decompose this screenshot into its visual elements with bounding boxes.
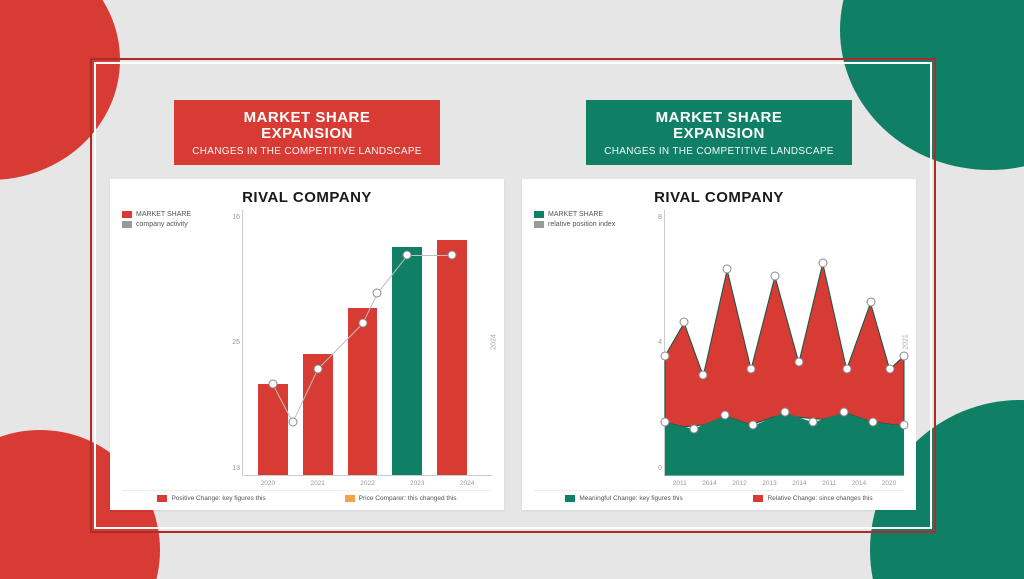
- area-bottom-marker: [840, 407, 849, 416]
- area-top-marker: [900, 351, 909, 360]
- left-tag-line1: MARKET SHARE EXPANSION: [192, 110, 422, 142]
- area-top-marker: [770, 271, 779, 280]
- y-tick: 16: [232, 214, 240, 221]
- right-plot: 2021 20112014201220132014201120142020: [664, 210, 904, 477]
- right-tag-line1: MARKET SHARE EXPANSION: [604, 110, 834, 142]
- x-tick: 2014: [852, 480, 866, 487]
- right-y-ticks: 8 4 0: [642, 210, 664, 491]
- x-tick: 2023: [410, 480, 424, 487]
- left-card: RIVAL COMPANY MARKET SHAREcompany activi…: [110, 179, 504, 511]
- left-tag: MARKET SHARE EXPANSION CHANGES IN THE CO…: [174, 100, 440, 165]
- area-top-marker: [842, 364, 851, 373]
- legend-item: MARKET SHARE: [534, 210, 634, 219]
- x-tick: 2011: [673, 480, 687, 487]
- right-card: RIVAL COMPANY MARKET SHARErelative posit…: [522, 179, 916, 511]
- y-tick: 0: [658, 465, 662, 472]
- left-card-title: RIVAL COMPANY: [122, 189, 492, 206]
- panels-row: MARKET SHARE EXPANSION CHANGES IN THE CO…: [110, 100, 916, 510]
- legend-item: Meaningful Change: key figures this: [565, 495, 682, 502]
- slide-stage: MARKET SHARE EXPANSION CHANGES IN THE CO…: [0, 0, 1024, 579]
- x-tick: 2011: [822, 480, 836, 487]
- area-top-marker: [794, 358, 803, 367]
- area-bottom-marker: [749, 421, 758, 430]
- area-top-marker: [723, 265, 732, 274]
- line-marker: [313, 364, 322, 373]
- legend-item: company activity: [122, 220, 212, 229]
- right-card-title: RIVAL COMPANY: [534, 189, 904, 206]
- right-mini-legend: MARKET SHARErelative position index: [534, 210, 634, 229]
- line-marker: [358, 319, 367, 328]
- left-bottom-legend: Positive Change: key figures this Price C…: [122, 490, 492, 502]
- left-tag-sub: CHANGES IN THE COMPETITIVE LANDSCAPE: [192, 146, 422, 157]
- right-bottom-legend: Meaningful Change: key figures this Relat…: [534, 490, 904, 502]
- area-bottom-marker: [689, 424, 698, 433]
- area-top-marker: [699, 371, 708, 380]
- right-tag: MARKET SHARE EXPANSION CHANGES IN THE CO…: [586, 100, 852, 165]
- right-tag-shadow: [848, 100, 862, 173]
- area-overlay: [665, 210, 904, 476]
- legend-item: relative position index: [534, 220, 634, 229]
- left-plot: 2024 20202021202220232024: [242, 210, 492, 477]
- legend-item: MARKET SHARE: [122, 210, 212, 219]
- y-tick: 13: [232, 465, 240, 472]
- x-tick: 2013: [762, 480, 776, 487]
- area-bottom-marker: [661, 417, 670, 426]
- x-tick: 2021: [310, 480, 324, 487]
- left-y-ticks: 16 25 13: [220, 210, 242, 491]
- area-top-marker: [866, 298, 875, 307]
- legend-item: Price Comparer: this changed this: [345, 495, 457, 502]
- right-plot-wrap: 8 4 0 2021 2011201420122013201420112014202…: [642, 210, 904, 491]
- area-bottom-marker: [868, 417, 877, 426]
- line-marker: [448, 251, 457, 260]
- area-bottom-marker: [720, 411, 729, 420]
- y-tick: 8: [658, 214, 662, 221]
- right-x-ticks: 2011 2014 2012 2013 2014 2011 2014 2020: [665, 480, 904, 487]
- right-panel: MARKET SHARE EXPANSION CHANGES IN THE CO…: [522, 100, 916, 510]
- x-tick: 2014: [702, 480, 716, 487]
- left-tag-shadow: [436, 100, 450, 173]
- line-marker: [373, 288, 382, 297]
- left-x-ticks: 2020 2021 2022 2023 2024: [243, 480, 492, 487]
- x-tick: 2024: [460, 480, 474, 487]
- line-marker: [268, 379, 277, 388]
- area-bottom-marker: [780, 407, 789, 416]
- x-tick: 2014: [792, 480, 806, 487]
- area-bottom-marker: [900, 421, 909, 430]
- legend-item: Positive Change: key figures this: [157, 495, 265, 502]
- line-marker: [403, 251, 412, 260]
- left-plot-wrap: 16 25 13 2024 20202021202220232024: [220, 210, 492, 491]
- x-tick: 2020: [882, 480, 896, 487]
- left-panel: MARKET SHARE EXPANSION CHANGES IN THE CO…: [110, 100, 504, 510]
- area-top-marker: [818, 258, 827, 267]
- right-tag-sub: CHANGES IN THE COMPETITIVE LANDSCAPE: [604, 146, 834, 157]
- y-tick: 4: [658, 339, 662, 346]
- area-top-marker: [885, 364, 894, 373]
- x-tick: 2012: [732, 480, 746, 487]
- area-bottom-marker: [809, 417, 818, 426]
- line-overlay: [243, 210, 492, 476]
- x-tick: 2020: [261, 480, 275, 487]
- area-top-marker: [747, 364, 756, 373]
- y-tick: 25: [232, 339, 240, 346]
- x-tick: 2022: [360, 480, 374, 487]
- legend-item: Relative Change: since changes this: [753, 495, 872, 502]
- left-mini-legend: MARKET SHAREcompany activity: [122, 210, 212, 229]
- area-top-marker: [680, 318, 689, 327]
- line-marker: [288, 417, 297, 426]
- area-top-marker: [661, 351, 670, 360]
